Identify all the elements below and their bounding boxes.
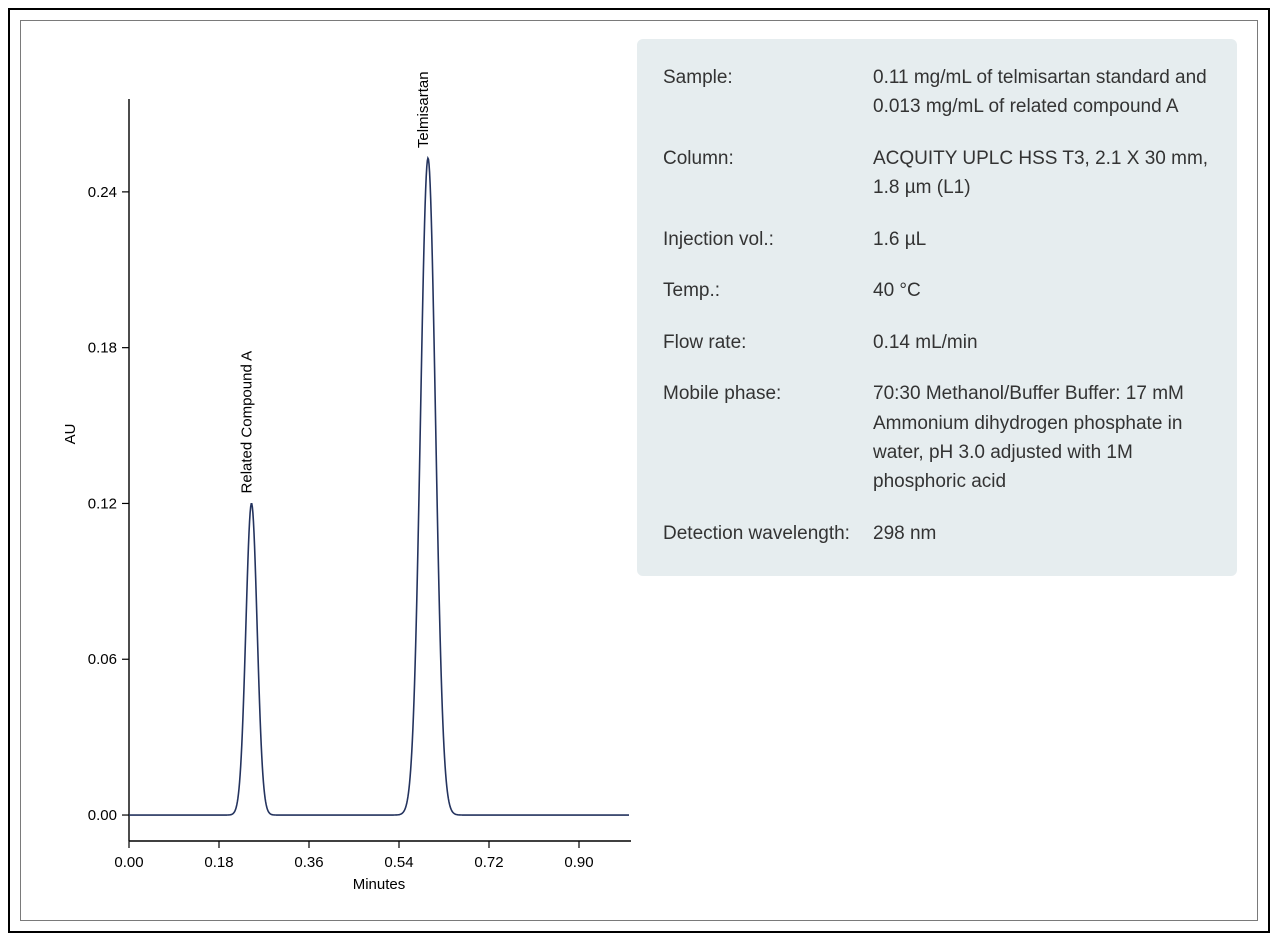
param-row: Detection wavelength:298 nm <box>663 519 1211 548</box>
parameters-panel: Sample:0.11 mg/mL of telmisartan standar… <box>637 39 1237 576</box>
y-tick-label: 0.18 <box>88 340 117 357</box>
peak-label: Telmisartan <box>415 71 432 148</box>
param-row: Flow rate:0.14 mL/min <box>663 328 1211 357</box>
param-value: 0.11 mg/mL of telmisartan standard and 0… <box>873 63 1211 122</box>
param-value: 1.6 µL <box>873 225 1211 254</box>
x-tick-label: 0.00 <box>114 854 143 871</box>
inner-frame: 0.00 0.18 0.36 0.54 0.72 0.90 Minutes 0.00 0.06 0… <box>20 20 1258 921</box>
peak-label: Related Compound A <box>239 351 256 494</box>
param-value: 70:30 Methanol/Buffer Buffer: 17 mM Ammo… <box>873 379 1211 497</box>
param-label: Detection wavelength: <box>663 519 873 548</box>
param-label: Column: <box>663 144 873 203</box>
y-tick-label: 0.06 <box>88 651 117 668</box>
y-axis-label: AU <box>62 424 79 445</box>
param-row: Column:ACQUITY UPLC HSS T3, 2.1 X 30 mm,… <box>663 144 1211 203</box>
param-value: 298 nm <box>873 519 1211 548</box>
param-row: Injection vol.:1.6 µL <box>663 225 1211 254</box>
y-tick-label: 0.12 <box>88 495 117 512</box>
param-label: Injection vol.: <box>663 225 873 254</box>
param-label: Sample: <box>663 63 873 122</box>
param-label: Flow rate: <box>663 328 873 357</box>
param-value: 40 °C <box>873 276 1211 305</box>
x-axis-label: Minutes <box>353 876 406 893</box>
param-row: Mobile phase:70:30 Methanol/Buffer Buffe… <box>663 379 1211 497</box>
param-label: Temp.: <box>663 276 873 305</box>
x-tick-label: 0.72 <box>474 854 503 871</box>
x-tick-label: 0.36 <box>294 854 323 871</box>
chart-svg: 0.00 0.18 0.36 0.54 0.72 0.90 Minutes 0.00 0.06 0… <box>51 61 631 901</box>
param-value: ACQUITY UPLC HSS T3, 2.1 X 30 mm, 1.8 µm… <box>873 144 1211 203</box>
outer-frame: 0.00 0.18 0.36 0.54 0.72 0.90 Minutes 0.00 0.06 0… <box>8 8 1270 933</box>
y-tick-label: 0.24 <box>88 184 117 201</box>
x-tick-label: 0.90 <box>564 854 593 871</box>
x-tick-label: 0.54 <box>384 854 413 871</box>
param-value: 0.14 mL/min <box>873 328 1211 357</box>
chromatogram-trace <box>129 158 629 815</box>
param-label: Mobile phase: <box>663 379 873 497</box>
chromatogram-chart: 0.00 0.18 0.36 0.54 0.72 0.90 Minutes 0.00 0.06 0… <box>51 61 631 901</box>
x-tick-label: 0.18 <box>204 854 233 871</box>
param-row: Temp.:40 °C <box>663 276 1211 305</box>
param-row: Sample:0.11 mg/mL of telmisartan standar… <box>663 63 1211 122</box>
y-tick-label: 0.00 <box>88 807 117 824</box>
